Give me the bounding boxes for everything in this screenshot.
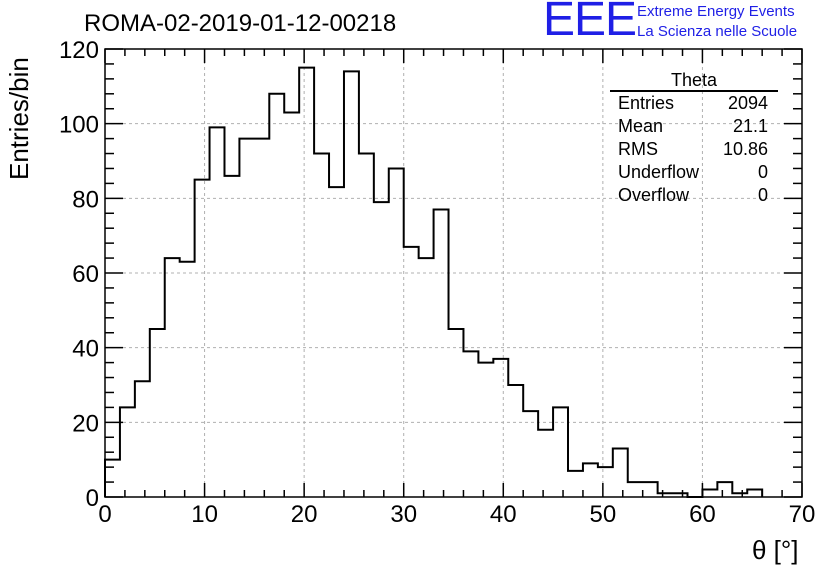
histogram-bin [449, 329, 464, 497]
stats-row-entries: Entries 2094 [610, 92, 778, 115]
y-tick-label: 0 [86, 485, 99, 512]
x-tick-label: 30 [390, 501, 417, 528]
histogram-bin [613, 448, 628, 497]
histogram-bin [105, 460, 120, 497]
y-tick-label: 60 [72, 261, 99, 288]
stats-row-mean: Mean 21.1 [610, 115, 778, 138]
histogram-bin [538, 430, 553, 497]
histogram-series-line [104, 66, 764, 498]
histogram-bin [434, 210, 449, 497]
histogram-bin [463, 351, 478, 497]
stats-row-overflow: Overflow 0 [610, 184, 778, 207]
histogram-bin [508, 385, 523, 497]
histogram-bin [419, 258, 434, 497]
histogram-bin [210, 127, 225, 497]
histogram-bin [717, 482, 732, 497]
x-tick-label: 50 [590, 501, 617, 528]
y-tick-label: 80 [72, 186, 99, 213]
histogram-bin [254, 139, 269, 497]
histogram-bin [628, 482, 643, 497]
histogram-bin [344, 71, 359, 497]
histogram-bin [269, 94, 284, 497]
histogram-bin [493, 359, 508, 497]
x-tick-label: 60 [689, 501, 716, 528]
stats-label: Mean [618, 116, 664, 136]
stats-value: 21.1 [732, 116, 768, 136]
histogram-bin [284, 112, 299, 497]
y-tick-label: 20 [72, 410, 99, 437]
histogram-bin [747, 490, 762, 497]
x-tick-label: 0 [98, 501, 111, 528]
histogram-bin [314, 154, 329, 497]
stats-label: RMS [618, 139, 658, 159]
chart-title: ROMA-02-2019-01-12-00218 [84, 10, 397, 37]
eee-logo: EEE [543, 0, 637, 46]
logo-line-1: Extreme Energy Events [637, 3, 795, 20]
histogram-bin [329, 187, 344, 497]
histogram-bin [224, 176, 239, 497]
histogram-bin [195, 180, 210, 497]
histogram-bin [239, 139, 254, 497]
histogram-bin [180, 262, 195, 497]
histogram-bin [359, 154, 374, 497]
histogram-bin [404, 247, 419, 497]
stats-row-underflow: Underflow 0 [610, 161, 778, 184]
y-tick-label: 100 [59, 112, 99, 139]
histogram-bin [299, 68, 314, 497]
x-tick-label: 70 [789, 501, 816, 528]
grid-layer [105, 49, 802, 497]
tick-label-layer: 0 10 20 30 40 50 60 70 0 20 40 60 80 100 120 [59, 37, 815, 528]
histogram-bin [120, 407, 135, 497]
histogram-bin [374, 202, 389, 497]
histogram-bin [643, 482, 658, 497]
histogram-bin [135, 381, 150, 497]
y-tick-label: 120 [59, 37, 99, 64]
stats-label: Overflow [618, 185, 690, 205]
histogram-bin [702, 490, 717, 497]
histogram-bin [553, 407, 568, 497]
stats-row-rms: RMS 10.86 [610, 138, 778, 161]
x-tick-label: 20 [291, 501, 318, 528]
stats-value: 0 [757, 185, 768, 205]
histogram-bin [165, 258, 180, 497]
histogram-bin [150, 329, 165, 497]
x-axis-label: θ [°] [752, 535, 799, 565]
histogram-bin [598, 467, 613, 497]
stats-title: Theta [610, 70, 778, 92]
tick-layer [104, 48, 803, 498]
y-tick-label: 40 [72, 336, 99, 363]
histogram-layer [104, 66, 764, 498]
stats-value: 0 [757, 162, 768, 182]
stats-box: Theta Entries 2094 Mean 21.1 RMS 10.86 U… [610, 70, 778, 207]
x-tick-label: 10 [191, 501, 218, 528]
stats-value: 2094 [727, 93, 768, 113]
histogram-bin [478, 363, 493, 497]
histogram-bin [568, 471, 583, 497]
histogram-bin [389, 168, 404, 497]
histogram-bin [583, 463, 598, 497]
logo-line-2: La Scienza nelle Scuole [637, 23, 798, 40]
x-tick-label: 40 [490, 501, 517, 528]
histogram-bin [523, 411, 538, 497]
stats-value: 10.86 [722, 139, 768, 159]
stats-label: Underflow [618, 162, 700, 182]
stats-label: Entries [618, 93, 675, 113]
